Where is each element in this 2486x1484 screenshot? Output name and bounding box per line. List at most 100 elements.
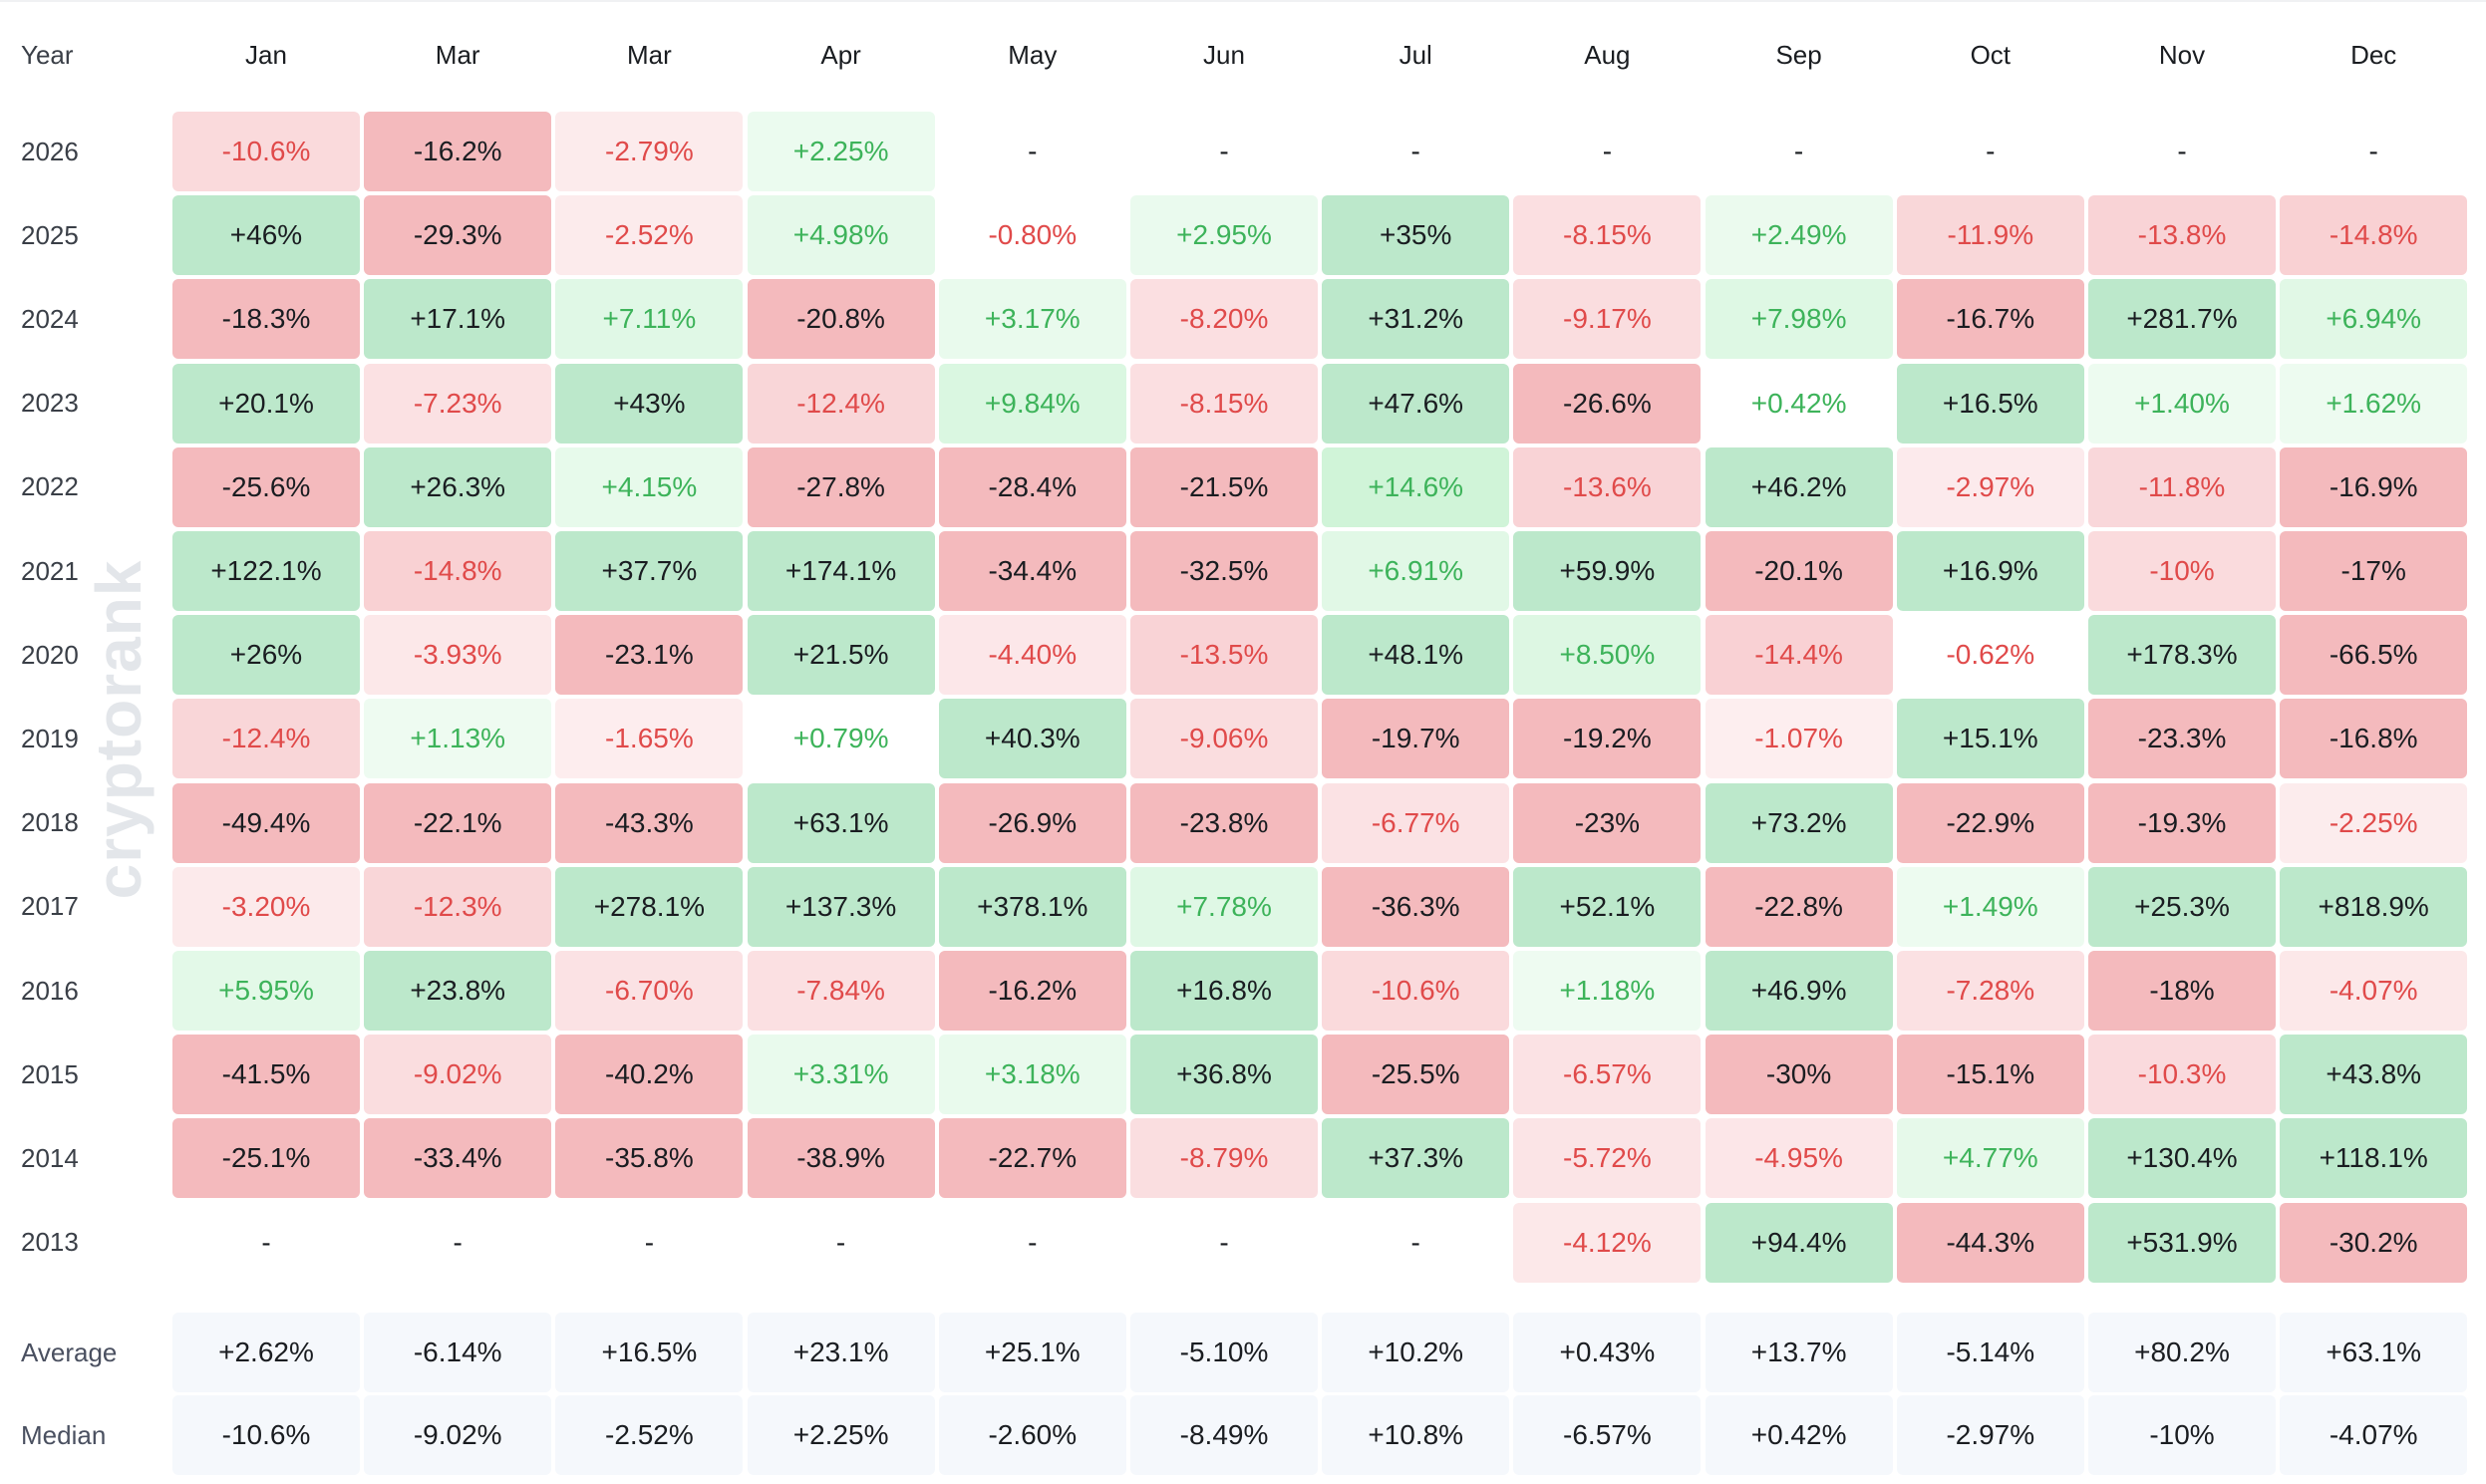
year-label: 2021 — [21, 555, 79, 586]
column-header: Oct — [1970, 39, 2012, 70]
year-label: 2014 — [21, 1142, 79, 1173]
return-cell: -8.15% — [1513, 195, 1702, 276]
return-cell: -23.8% — [1130, 782, 1318, 863]
return-cell: +9.84% — [938, 363, 1126, 444]
return-cell: +20.1% — [172, 363, 360, 444]
return-cell: -25.1% — [172, 1118, 360, 1199]
column-header: Sep — [1775, 39, 1822, 70]
column-header: Mar — [627, 39, 672, 70]
return-cell: - — [2177, 136, 2187, 166]
summary-label: Average — [21, 1336, 118, 1367]
return-cell: +278.1% — [555, 866, 744, 947]
return-cell: -26.6% — [1513, 363, 1702, 444]
return-cell: +130.4% — [2088, 1118, 2276, 1199]
return-cell: +281.7% — [2088, 279, 2276, 360]
year-label: 2022 — [21, 471, 79, 502]
return-cell: -38.9% — [747, 1118, 935, 1199]
summary-cell: +16.5% — [555, 1313, 744, 1392]
return-cell: - — [1986, 136, 1996, 166]
return-cell: -12.4% — [747, 363, 935, 444]
return-cell: +1.13% — [364, 699, 552, 779]
return-cell: +47.6% — [1322, 363, 1510, 444]
return-cell: +46% — [172, 195, 360, 276]
return-cell: -4.12% — [1513, 1202, 1702, 1283]
return-cell: - — [2368, 136, 2378, 166]
return-cell: +26% — [172, 615, 360, 696]
return-cell: -8.20% — [1130, 279, 1318, 360]
return-cell: -36.3% — [1322, 866, 1510, 947]
year-label: 2017 — [21, 891, 79, 922]
year-label: 2020 — [21, 639, 79, 670]
return-cell: -35.8% — [555, 1118, 744, 1199]
return-cell: -30% — [1705, 1035, 1893, 1115]
return-cell: +4.15% — [555, 446, 744, 527]
return-cell: -22.9% — [1896, 782, 2084, 863]
return-cell: -6.57% — [1513, 1035, 1702, 1115]
summary-cell: -2.97% — [1896, 1395, 2084, 1475]
return-cell: -41.5% — [172, 1035, 360, 1115]
return-cell: -2.25% — [2280, 782, 2468, 863]
return-cell: -1.65% — [555, 699, 744, 779]
return-cell: +1.62% — [2280, 363, 2468, 444]
return-cell: +1.49% — [1896, 866, 2084, 947]
return-cell: -8.15% — [1130, 363, 1318, 444]
return-cell: -8.79% — [1130, 1118, 1318, 1199]
column-header: Jun — [1203, 39, 1245, 70]
return-cell: -14.8% — [2280, 195, 2468, 276]
return-cell: +818.9% — [2280, 866, 2468, 947]
return-cell: - — [1793, 136, 1804, 166]
return-cell: +2.49% — [1705, 195, 1893, 276]
return-cell: -22.1% — [364, 782, 552, 863]
return-cell: -0.80% — [988, 219, 1078, 251]
return-cell: +16.9% — [1896, 531, 2084, 611]
return-cell: +16.5% — [1896, 363, 2084, 444]
return-cell: - — [1219, 1226, 1229, 1258]
return-cell: -14.8% — [364, 531, 552, 611]
return-cell: -17% — [2280, 531, 2468, 611]
return-cell: +137.3% — [747, 866, 935, 947]
column-header: Aug — [1584, 39, 1631, 70]
summary-cell: -4.07% — [2280, 1395, 2468, 1475]
return-cell: +174.1% — [747, 531, 935, 611]
return-cell: -12.3% — [364, 866, 552, 947]
summary-cell: +80.2% — [2088, 1313, 2276, 1392]
return-cell: +4.77% — [1896, 1118, 2084, 1199]
return-cell: +4.98% — [747, 195, 935, 276]
return-cell: -16.7% — [1896, 279, 2084, 360]
return-cell: -4.40% — [938, 615, 1126, 696]
return-cell: -19.3% — [2088, 782, 2276, 863]
return-cell: +94.4% — [1705, 1202, 1893, 1283]
return-cell: -20.1% — [1705, 531, 1893, 611]
summary-label: Median — [21, 1419, 107, 1450]
column-header: Year — [21, 39, 74, 70]
return-cell: +26.3% — [364, 446, 552, 527]
return-cell: -15.1% — [1896, 1035, 2084, 1115]
return-cell: +531.9% — [2088, 1202, 2276, 1283]
return-cell: -33.4% — [364, 1118, 552, 1199]
summary-cell: -6.14% — [364, 1313, 552, 1392]
return-cell: - — [453, 1226, 463, 1258]
return-cell: +8.50% — [1513, 615, 1702, 696]
summary-cell: -10% — [2088, 1395, 2276, 1475]
return-cell: -5.72% — [1513, 1118, 1702, 1199]
return-cell: -9.06% — [1130, 699, 1318, 779]
return-cell: +17.1% — [364, 279, 552, 360]
return-cell: -29.3% — [364, 195, 552, 276]
return-cell: +37.7% — [555, 531, 744, 611]
return-cell: - — [644, 1226, 655, 1258]
return-cell: -9.02% — [364, 1035, 552, 1115]
return-cell: +178.3% — [2088, 615, 2276, 696]
return-cell: - — [1602, 136, 1613, 166]
return-cell: -23.3% — [2088, 699, 2276, 779]
return-cell: +5.95% — [172, 951, 360, 1031]
return-cell: -44.3% — [1896, 1202, 2084, 1283]
summary-cell: +0.43% — [1513, 1313, 1702, 1392]
return-cell: -13.6% — [1513, 446, 1702, 527]
watermark: cryptorank — [83, 559, 155, 900]
return-cell: +46.2% — [1705, 446, 1893, 527]
return-cell: -27.8% — [747, 446, 935, 527]
return-cell: -23.1% — [555, 615, 744, 696]
summary-cell: +63.1% — [2280, 1313, 2468, 1392]
return-cell: +52.1% — [1513, 866, 1702, 947]
